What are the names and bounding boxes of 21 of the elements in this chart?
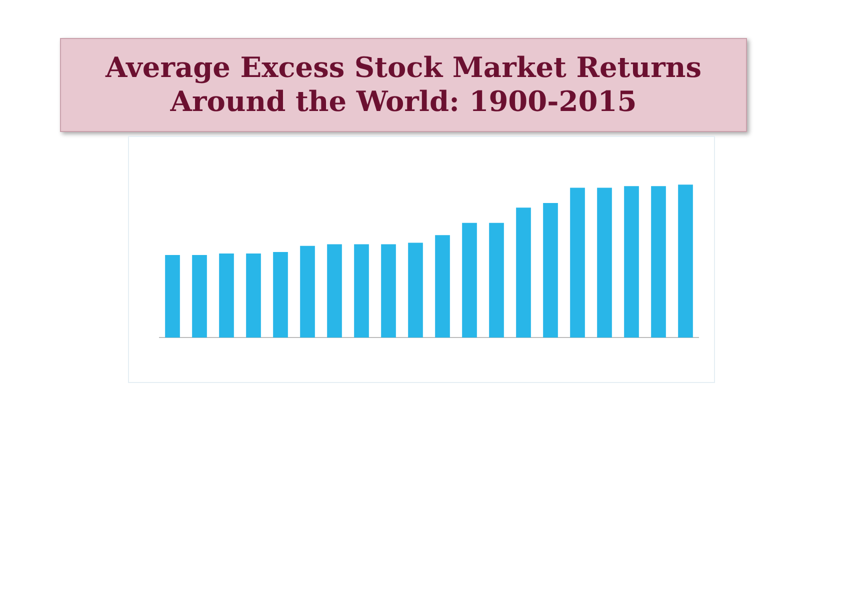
bar — [678, 184, 693, 338]
bar — [624, 186, 639, 338]
bar — [165, 255, 180, 338]
bar — [246, 253, 261, 338]
chart-title: Average Excess Stock Market Returns Around the World: 1900-2015 — [60, 38, 747, 132]
bar — [543, 203, 558, 338]
bar — [489, 222, 504, 338]
bar — [435, 235, 450, 338]
bar — [570, 188, 585, 338]
bar — [192, 255, 207, 338]
bar — [273, 252, 288, 338]
bar — [300, 246, 315, 338]
bar — [516, 208, 531, 338]
bar — [597, 188, 612, 338]
bar — [354, 244, 369, 338]
bar — [219, 253, 234, 338]
bar — [381, 244, 396, 338]
bar — [408, 242, 423, 338]
bar — [651, 186, 666, 338]
bar — [327, 244, 342, 338]
bar — [462, 222, 477, 338]
